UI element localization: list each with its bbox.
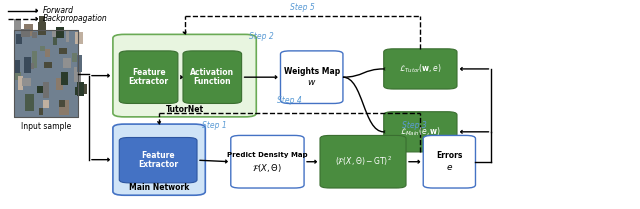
Bar (74, 67, 81, 82)
Bar (42, 99, 49, 108)
Bar (14, 30, 78, 117)
Bar (38, 22, 46, 34)
FancyBboxPatch shape (231, 135, 304, 188)
FancyBboxPatch shape (113, 124, 205, 195)
Bar (15, 60, 20, 73)
FancyBboxPatch shape (183, 51, 242, 103)
Bar (14, 19, 21, 31)
Text: $\mathcal{F}(X, \Theta)$: $\mathcal{F}(X, \Theta)$ (253, 162, 282, 173)
Bar (22, 78, 31, 86)
FancyBboxPatch shape (119, 138, 197, 183)
Text: Feature: Feature (141, 150, 175, 159)
FancyBboxPatch shape (384, 49, 457, 89)
Bar (14, 30, 78, 117)
Text: Step 5: Step 5 (290, 3, 315, 12)
Bar (18, 76, 24, 90)
Bar (53, 35, 58, 45)
Bar (33, 56, 36, 64)
Text: Forward: Forward (43, 6, 74, 15)
FancyBboxPatch shape (119, 51, 178, 103)
Bar (21, 29, 30, 37)
Bar (24, 57, 31, 73)
Bar (31, 51, 37, 68)
Text: Feature: Feature (132, 68, 165, 76)
Bar (72, 53, 77, 62)
Bar (16, 34, 22, 44)
FancyBboxPatch shape (423, 135, 476, 188)
Bar (40, 46, 45, 51)
FancyBboxPatch shape (113, 34, 256, 117)
FancyBboxPatch shape (384, 112, 457, 152)
Text: Main Network: Main Network (129, 183, 189, 192)
Bar (77, 82, 84, 96)
Text: Function: Function (193, 77, 231, 86)
Text: Weights Map: Weights Map (284, 67, 340, 76)
Text: $w$: $w$ (307, 78, 316, 87)
Bar (76, 32, 83, 44)
Bar (44, 62, 52, 68)
Bar (60, 100, 68, 115)
Bar (38, 108, 44, 116)
Bar (37, 86, 44, 93)
Bar (28, 63, 34, 69)
Text: TutorNet: TutorNet (166, 104, 204, 113)
Bar (77, 84, 87, 94)
Text: Input sample: Input sample (21, 122, 71, 131)
Text: Predict Density Map: Predict Density Map (227, 152, 308, 158)
Bar (45, 49, 50, 57)
Bar (60, 100, 65, 107)
Text: Errors: Errors (436, 152, 463, 161)
Bar (77, 55, 81, 72)
FancyBboxPatch shape (280, 51, 343, 103)
Text: Step 4: Step 4 (277, 96, 302, 105)
Bar (38, 16, 45, 32)
Bar (44, 82, 49, 98)
Text: $\mathcal{L}_{Main}(e, \mathbf{w})$: $\mathcal{L}_{Main}(e, \mathbf{w})$ (400, 126, 441, 138)
Text: Backpropagation: Backpropagation (43, 14, 108, 23)
Bar (52, 30, 56, 37)
FancyBboxPatch shape (320, 135, 406, 188)
Text: Extractor: Extractor (129, 77, 169, 86)
Bar (61, 73, 68, 85)
Bar (59, 48, 67, 54)
Text: $e$: $e$ (446, 163, 453, 172)
Bar (56, 78, 63, 90)
Bar (25, 94, 34, 111)
Bar (63, 57, 70, 68)
Text: Extractor: Extractor (138, 160, 178, 169)
Text: $\mathcal{L}_{Tutor}(\mathbf{w}, e)$: $\mathcal{L}_{Tutor}(\mathbf{w}, e)$ (399, 63, 442, 75)
Text: Step 3: Step 3 (403, 121, 427, 130)
Bar (15, 72, 21, 80)
Text: Step 1: Step 1 (202, 121, 227, 130)
Text: Activation: Activation (190, 68, 234, 76)
Bar (67, 31, 70, 42)
Text: $(\mathcal{F}(X,\Theta)-\mathrm{GT})^2$: $(\mathcal{F}(X,\Theta)-\mathrm{GT})^2$ (335, 155, 392, 168)
Text: Step 2: Step 2 (249, 32, 273, 41)
Bar (24, 24, 33, 36)
Bar (76, 87, 82, 95)
Bar (56, 27, 64, 38)
Bar (32, 32, 36, 38)
